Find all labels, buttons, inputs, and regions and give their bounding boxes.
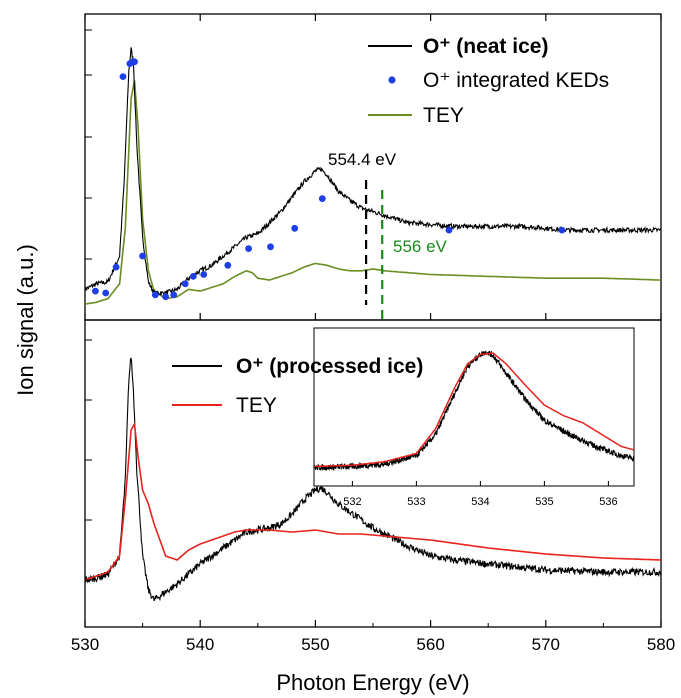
inset-x-tick-label: 533: [407, 496, 425, 508]
annotation-lines: [364, 180, 384, 320]
annotation-554-eV: 554.4 eV: [328, 150, 397, 169]
ked-point: [181, 280, 189, 288]
ked-point: [224, 261, 232, 269]
ked-point: [102, 289, 110, 297]
series-processed-ice: [84, 357, 662, 602]
bottom-legend: O⁺ (processed ice) TEY: [172, 355, 423, 417]
ked-point: [445, 226, 453, 234]
inset-x-tick-label: 534: [471, 496, 489, 508]
top-legend: O⁺ (neat ice) O⁺ integrated KEDs TEY: [368, 35, 609, 127]
x-tick-label: 580: [647, 635, 675, 654]
ked-point: [291, 224, 299, 232]
ked-point: [170, 291, 178, 299]
ked-point: [189, 273, 197, 280]
ked-point: [139, 252, 147, 260]
x-tick-label: 570: [532, 635, 560, 654]
ked-point: [558, 226, 566, 234]
inset-x-tick-label: 535: [535, 496, 553, 508]
legend-label-tey-bottom: TEY: [236, 394, 277, 417]
ked-point: [318, 195, 326, 203]
legend-label-neat-ice: O⁺ (neat ice): [423, 35, 548, 58]
legend-label-keds: O⁺ integrated KEDs: [423, 69, 609, 92]
ked-point: [162, 293, 170, 301]
series-tey-top: [84, 80, 662, 305]
ked-point: [200, 271, 208, 278]
ked-point: [119, 73, 127, 80]
inset-x-axis: 532 533 534 535 536: [343, 481, 618, 508]
y-axis-ticks: [85, 29, 92, 581]
legend-label-processed-ice: O⁺ (processed ice): [236, 355, 423, 378]
ked-point: [245, 245, 253, 253]
legend-label-tey-top: TEY: [423, 104, 464, 127]
ked-point: [92, 287, 99, 295]
annotation-556-eV: 556 eV: [393, 237, 448, 256]
x-tick-label: 550: [301, 635, 329, 654]
ked-point: [267, 243, 274, 251]
ked-point: [151, 291, 159, 299]
ked-point: [131, 58, 138, 66]
inset-series-processed-ice: [313, 350, 635, 472]
inset-series-tey: [313, 352, 635, 468]
x-tick-label: 530: [71, 635, 99, 654]
series-tey-bottom: [84, 421, 662, 581]
x-axis-title: Photon Energy (eV): [276, 670, 469, 695]
inset-x-tick-label: 532: [343, 496, 361, 508]
ked-point: [112, 263, 120, 271]
x-axis: 530 540 550 560 570 580: [71, 14, 675, 654]
inset-plot-area: [313, 350, 635, 472]
legend-swatch-keds: [388, 76, 396, 84]
top-plot-area: [84, 47, 662, 305]
x-tick-label: 560: [416, 635, 444, 654]
y-axis-title: Ion signal (a.u.): [13, 244, 38, 396]
inset-x-tick-label: 536: [599, 496, 617, 508]
bottom-plot-area: [84, 357, 662, 602]
inset-frame: [313, 327, 635, 487]
x-tick-label: 540: [186, 635, 214, 654]
